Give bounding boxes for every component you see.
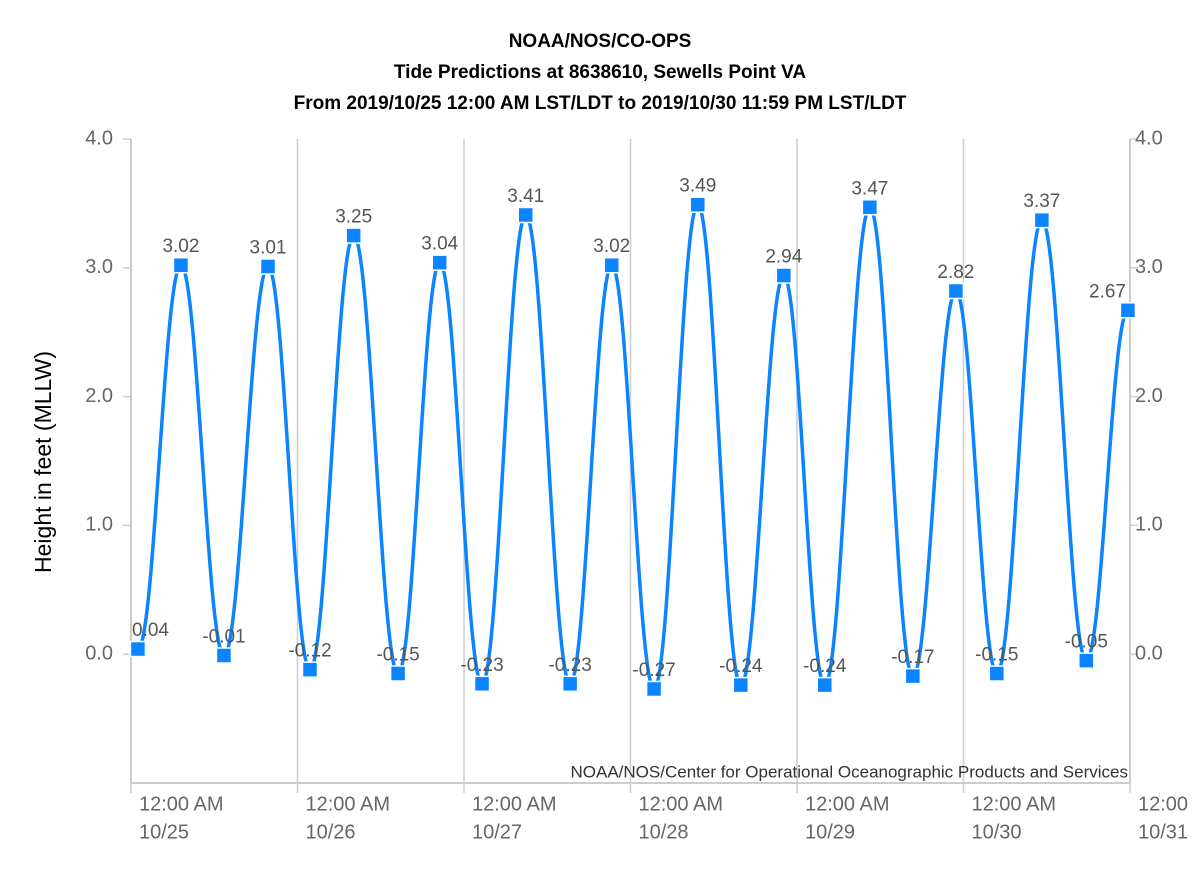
marker	[1033, 211, 1051, 229]
x-tick-label: 10/30	[972, 821, 1022, 843]
x-tick-label: 12:00 AM	[306, 793, 391, 815]
tide-line	[136, 202, 1130, 691]
marker	[988, 665, 1006, 682]
data-label: 3.02	[162, 236, 199, 257]
data-label: -0.24	[719, 656, 763, 677]
marker	[172, 256, 190, 274]
x-tick-label: 10/27	[472, 821, 522, 843]
credit: NOAA/NOS/Center for Operational Oceanogr…	[571, 762, 1129, 781]
chart-title: Tide Predictions at 8638610, Sewells Poi…	[394, 62, 806, 83]
marker	[473, 675, 491, 693]
y-tick-label: 2.0	[85, 385, 113, 407]
y2-tick-label: 4.0	[1135, 127, 1163, 149]
data-label: -0.27	[632, 660, 675, 681]
y-tick-label: 0.0	[85, 642, 113, 664]
data-label: 2.82	[937, 262, 974, 283]
marker	[345, 227, 362, 244]
y-axis-title: Height in feet (MLLW)	[30, 351, 56, 573]
marker	[561, 675, 579, 693]
data-label: -0.17	[891, 647, 934, 668]
y2-tick-label: 2.0	[1135, 385, 1163, 407]
data-label: 2.94	[765, 247, 802, 268]
chart-title: From 2019/10/25 12:00 AM LST/LDT to 2019…	[294, 93, 907, 114]
y2-tick-label: 1.0	[1135, 514, 1163, 536]
y2-tick-label: 0.0	[1135, 642, 1163, 664]
y-tick-label: 3.0	[85, 256, 113, 278]
y-tick-label: 1.0	[85, 514, 113, 536]
x-tick-label: 10/26	[306, 821, 356, 843]
data-label: -0.01	[202, 627, 245, 648]
x-tick-label: 12:00 AM	[639, 793, 724, 815]
data-label: -0.05	[1065, 632, 1108, 653]
marker	[861, 199, 879, 216]
data-label: 3.47	[851, 178, 888, 199]
marker	[775, 267, 793, 284]
marker	[1119, 302, 1137, 319]
x-tick-label: 10/25	[139, 821, 189, 843]
data-label: 2.67	[1089, 281, 1126, 302]
x-tick-label: 12:00 AM	[805, 793, 890, 815]
data-label: -0.12	[288, 641, 331, 662]
data-label: 3.02	[593, 236, 630, 257]
x-tick-label: 12:00	[1138, 793, 1188, 815]
marker	[215, 647, 233, 664]
marker	[1078, 652, 1095, 669]
marker	[603, 256, 621, 274]
marker	[129, 640, 147, 658]
data-label: -0.23	[548, 655, 591, 676]
x-tick-label: 12:00 AM	[472, 793, 557, 815]
data-label: 3.49	[679, 176, 716, 197]
chart-title: NOAA/NOS/CO-OPS	[509, 31, 692, 52]
x-tick-label: 10/28	[639, 821, 689, 843]
x-tick-label: 12:00 AM	[972, 793, 1057, 815]
marker	[816, 676, 833, 694]
marker	[645, 680, 663, 698]
data-label: 3.01	[250, 238, 287, 259]
x-tick-label: 10/29	[805, 821, 855, 843]
marker	[947, 282, 965, 300]
data-label: 3.04	[421, 234, 458, 255]
data-label: -0.15	[376, 645, 419, 666]
marker	[517, 206, 534, 224]
marker	[431, 254, 448, 271]
y2-tick-label: 3.0	[1135, 256, 1163, 278]
data-label: -0.15	[975, 645, 1018, 666]
data-label: 3.41	[507, 186, 544, 207]
marker	[904, 667, 922, 685]
marker	[689, 196, 707, 213]
data-label: -0.24	[803, 656, 847, 677]
x-tick-label: 10/31	[1138, 821, 1188, 843]
data-label: -0.23	[460, 655, 503, 676]
data-label: 3.37	[1023, 191, 1060, 212]
data-label: 0.04	[132, 620, 169, 641]
marker	[389, 665, 407, 682]
x-tick-label: 12:00 AM	[139, 793, 224, 815]
data-label: 3.25	[335, 207, 372, 228]
marker	[259, 258, 277, 275]
y-tick-label: 4.0	[85, 127, 113, 149]
marker	[732, 676, 750, 694]
marker	[301, 661, 319, 678]
